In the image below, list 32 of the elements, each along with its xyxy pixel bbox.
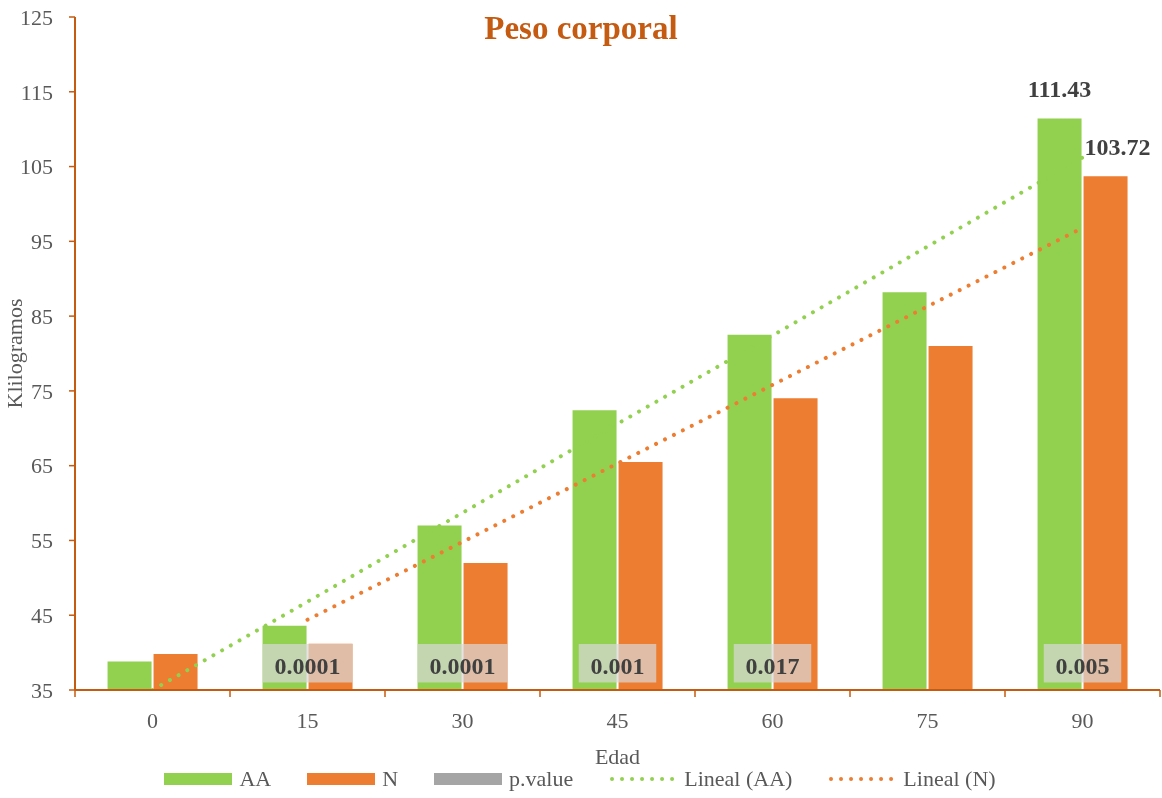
y-tick-label: 95 <box>31 229 53 255</box>
y-tick-label: 35 <box>31 677 53 703</box>
x-tick-label: 15 <box>296 708 319 733</box>
x-axis-title: Edad <box>594 744 641 769</box>
legend-label: N <box>382 766 399 791</box>
legend-label: Lineal (N) <box>903 766 996 791</box>
y-tick-label: 75 <box>31 378 53 404</box>
y-tick-label: 115 <box>20 79 53 105</box>
chart-title: Peso corporal <box>484 10 678 46</box>
y-tick-label: 125 <box>20 4 53 30</box>
text: 0.017 <box>745 652 800 679</box>
data-label: 103.72 <box>1084 134 1151 161</box>
y-axis-title: Klilogramos <box>1 298 27 409</box>
x-tick-label: 30 <box>451 708 474 733</box>
x-tick-label: 0 <box>147 708 158 733</box>
y-tick-label: 85 <box>31 303 53 329</box>
text: 0.0001 <box>274 652 341 679</box>
x-tick-label: 90 <box>1071 708 1094 733</box>
y-tick-label: 55 <box>31 528 53 554</box>
y-tick-label: 45 <box>31 603 53 629</box>
legend-label: p.value <box>509 766 574 791</box>
legend-label: Lineal (AA) <box>684 766 793 791</box>
x-tick-label: 75 <box>916 708 939 733</box>
x-tick-label: 45 <box>606 708 629 733</box>
data-label: 111.43 <box>1027 76 1092 103</box>
y-tick-label: 105 <box>20 154 53 180</box>
legend-label: AA <box>239 766 272 791</box>
text: 0.0001 <box>429 652 496 679</box>
text: 0.001 <box>590 652 645 679</box>
text: 0.005 <box>1055 652 1110 679</box>
x-tick-label: 60 <box>761 708 784 733</box>
y-tick-label: 65 <box>31 453 53 479</box>
